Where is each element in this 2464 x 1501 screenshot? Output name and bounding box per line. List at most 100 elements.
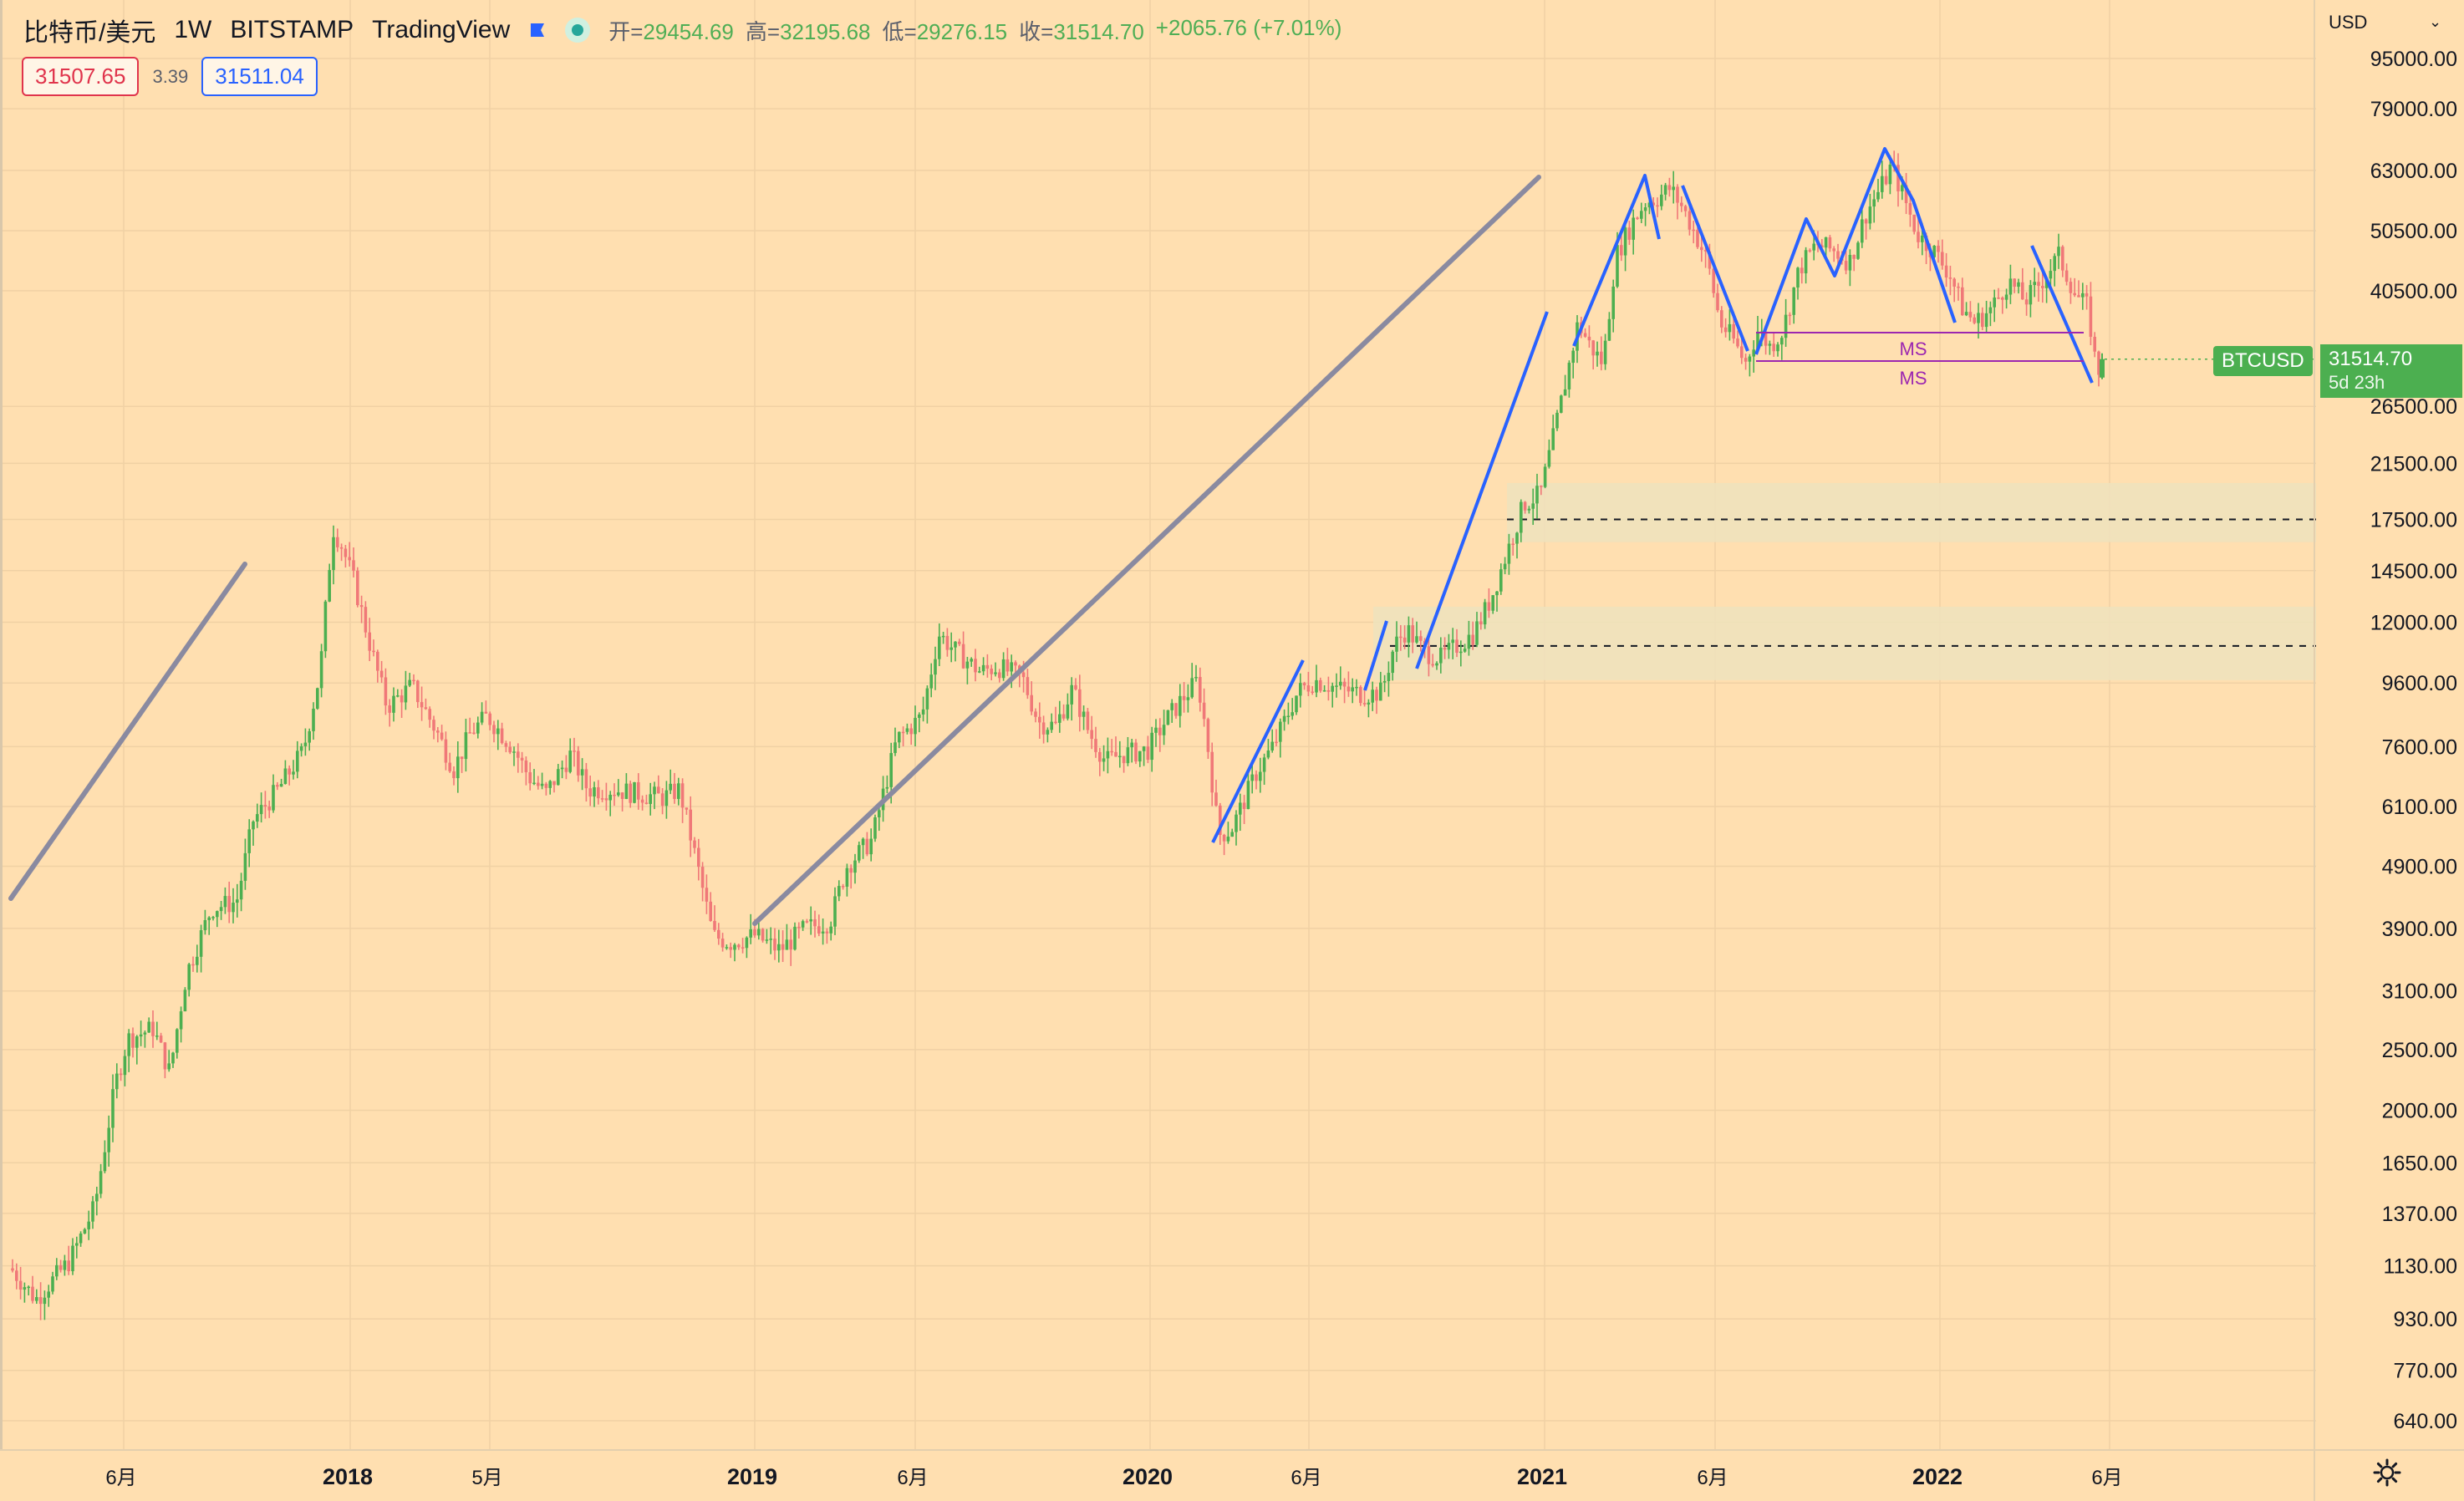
candle-body [1242, 802, 1246, 809]
candle-body [43, 1297, 47, 1305]
candle-body [1560, 395, 1563, 413]
candle-body [568, 750, 572, 772]
candle-body [1848, 255, 1852, 271]
candle-body [356, 570, 359, 606]
candle-body [1407, 625, 1411, 643]
candle-body [1543, 466, 1547, 487]
candle-body [2041, 286, 2044, 288]
candle-body [733, 944, 736, 950]
candle-body [1299, 683, 1302, 696]
candle-body [67, 1260, 70, 1272]
candle-body [1319, 679, 1322, 691]
candle-body [1419, 636, 1423, 641]
candle-body [697, 847, 700, 868]
candle-body [720, 939, 725, 948]
gear-icon[interactable] [2372, 1458, 2402, 1488]
candle-body [2049, 271, 2053, 279]
symbol-name[interactable]: 比特币/美元 [23, 19, 156, 47]
price-tick-label: 40500.00 [2370, 280, 2457, 303]
chart-canvas[interactable]: MS MS [3, 0, 2316, 1449]
candle-body [1932, 245, 1936, 257]
candle-body [2013, 278, 2016, 287]
candle-body [761, 929, 765, 941]
candle-body [18, 1280, 23, 1290]
candle-body [1066, 704, 1070, 719]
candle-body [1700, 247, 1703, 251]
candle-body [1322, 689, 1326, 692]
candle-body [557, 769, 560, 786]
candle-body [1335, 685, 1338, 687]
candle-body [2029, 285, 2033, 305]
candle-body [376, 651, 379, 671]
candle-body [91, 1201, 94, 1222]
chevron-down-icon[interactable]: ⌄ [2429, 13, 2442, 30]
candle-body [793, 926, 797, 950]
sell-button[interactable]: 31507.65 [22, 57, 140, 96]
candle-body [1326, 689, 1331, 692]
candle-body [332, 537, 335, 571]
chart-pane[interactable]: MS MS [0, 0, 2316, 1449]
candle-body [1600, 351, 1603, 364]
candle-body [685, 807, 689, 810]
candle-body [1259, 771, 1262, 781]
candle-body [1250, 774, 1254, 781]
candle-body [1800, 267, 1804, 274]
candle-body [700, 867, 705, 888]
candle-body [1459, 651, 1463, 654]
provider-label: TradingView [372, 16, 511, 43]
candle-body [444, 739, 448, 763]
candle-body [1864, 219, 1868, 224]
candle-body [63, 1260, 67, 1270]
candle-body [472, 732, 476, 735]
candle-body [1399, 636, 1403, 639]
last-price-marker: 31514.70 5d 23h [2320, 344, 2462, 398]
candle-body [624, 783, 629, 799]
candle-body-current [2100, 359, 2105, 378]
time-tick-label: 2018 [323, 1464, 373, 1489]
candle-body [1884, 176, 1888, 185]
candle-body [909, 728, 913, 735]
candle-body [1302, 683, 1306, 686]
candle-body [508, 746, 512, 753]
price-axis[interactable]: 95000.00 79000.00 63000.00 50500.00 40500.00… [2314, 0, 2464, 1449]
price-tick-label: 3100.00 [2382, 980, 2457, 1004]
candle-body [1403, 637, 1407, 643]
time-tick-label: 6月 [1291, 1467, 1321, 1489]
candle-body [1106, 750, 1110, 759]
candle-body [660, 793, 664, 806]
interval-label[interactable]: 1W [174, 16, 212, 43]
candle-body [1174, 703, 1178, 716]
candle-body [620, 792, 624, 799]
candle-body [2093, 336, 2096, 352]
candle-body [1455, 639, 1459, 654]
candle-body [528, 772, 532, 784]
candle-body [460, 756, 464, 760]
flag-icon[interactable] [528, 21, 547, 39]
candle-body [573, 750, 576, 752]
candle-body [994, 672, 997, 674]
candle-body [1074, 684, 1077, 689]
candle-body [1362, 703, 1367, 705]
candle-body [1154, 727, 1158, 733]
candle-body [729, 947, 732, 950]
candle-body [1226, 837, 1230, 842]
candle-body [1984, 313, 1988, 328]
candle-body [11, 1268, 14, 1271]
candle-body [1788, 314, 1792, 317]
candle-body [537, 782, 540, 786]
candle-body [1026, 677, 1030, 695]
time-tick-label: 5月 [471, 1467, 502, 1489]
candle-body [1443, 647, 1447, 650]
candle-body [1587, 336, 1591, 341]
buy-button[interactable]: 31511.04 [201, 57, 318, 96]
candle-body [905, 728, 909, 732]
candle-body [2089, 296, 2093, 337]
candle-body [412, 679, 415, 682]
candle-body [1647, 202, 1652, 208]
candle-body [1439, 647, 1443, 664]
candle-body [1844, 261, 1848, 271]
time-axis[interactable]: 6月 2018 5月 2019 6月 2020 6月 2021 6月 2022 6月 [0, 1449, 2314, 1501]
candle-body [608, 794, 612, 801]
candle-body [1138, 750, 1142, 762]
currency-selector[interactable]: USD [2329, 12, 2368, 33]
